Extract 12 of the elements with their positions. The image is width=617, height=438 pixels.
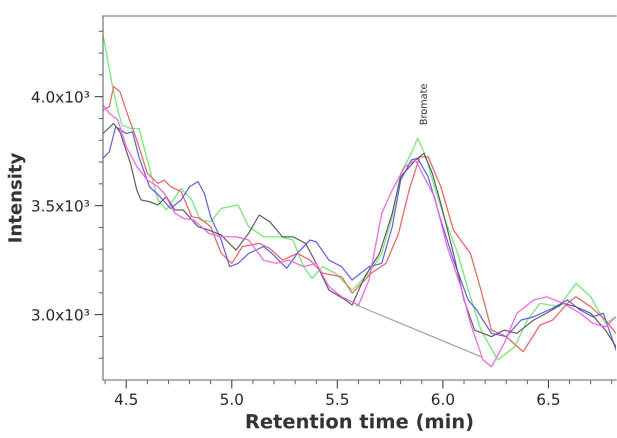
x-tick-label: 4.5 [114, 394, 138, 406]
x-tick-label: 5.5 [326, 394, 348, 406]
x-tick-label: 5.0 [220, 393, 243, 406]
x-tick-label: 6.5 [537, 393, 560, 406]
y-tick-label: 4.0x10³ [32, 91, 90, 103]
y-tick-label: 3.5x10³ [32, 200, 90, 212]
y-axis-title: Intensity [8, 153, 26, 242]
line-series [103, 34, 616, 360]
x-tick-label: 6.0 [432, 393, 454, 406]
annotation: Bromate [420, 84, 427, 124]
y-tick-label: 3.0x10³ [32, 309, 90, 321]
x-axis-title: Retention time (min) [246, 414, 472, 431]
